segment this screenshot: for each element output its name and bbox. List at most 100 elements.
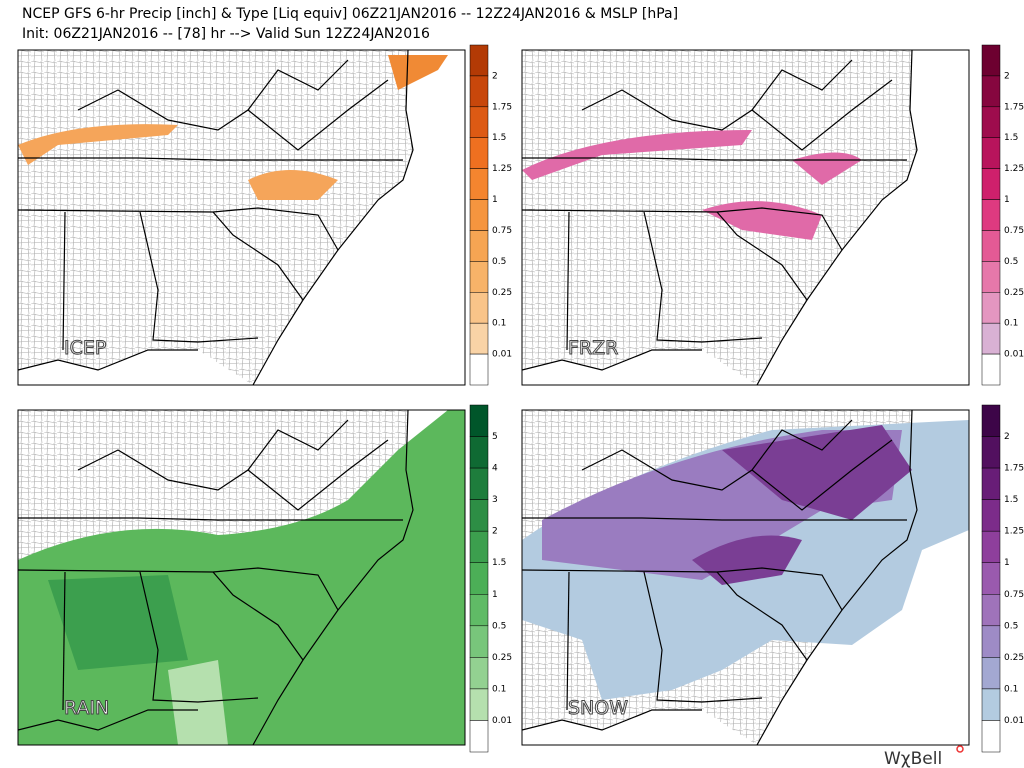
map-shape (792, 152, 862, 185)
map-shape (248, 170, 338, 200)
colorbar-box (469, 594, 489, 627)
colorbar-box (981, 720, 1001, 753)
map-shape (722, 425, 912, 520)
map-shape (18, 124, 178, 165)
panel-label: ICEP (64, 337, 106, 359)
panel-label: SNOW (568, 697, 628, 719)
colorbar-box (469, 562, 489, 595)
colorbar-label: 3 (492, 495, 498, 505)
colorbar-box (981, 292, 1001, 324)
subtitle: Init: 06Z21JAN2016 -- [78] hr --> Valid … (22, 26, 430, 42)
colorbar-box (469, 467, 489, 500)
colorbar-box (469, 230, 489, 262)
colorbar-box (981, 467, 1001, 500)
colorbar-label: 1.5 (1004, 133, 1018, 143)
colorbar-label: 1 (492, 590, 498, 600)
colorbar-label: 1.5 (492, 558, 506, 568)
colorbar-label: 0.75 (1004, 590, 1024, 600)
colorbar-label: 1.5 (492, 133, 506, 143)
title: NCEP GFS 6-hr Precip [inch] & Type [Liq … (22, 6, 678, 22)
colorbar-label: 1.5 (1004, 495, 1018, 505)
colorbar-label: 1.75 (1004, 464, 1024, 474)
colorbar-box (469, 720, 489, 753)
colorbar-box (981, 261, 1001, 293)
colorbar-box (981, 75, 1001, 108)
colorbar-box (469, 137, 489, 169)
map-frzr (522, 50, 918, 385)
map-shape (17, 49, 466, 386)
colorbar-box (981, 230, 1001, 262)
colorbar-label: 5 (492, 432, 498, 442)
colorbar-label: 0.1 (1004, 684, 1018, 694)
colorbar-label: 0.1 (492, 684, 506, 694)
colorbar-box (981, 499, 1001, 532)
colorbar-box (981, 530, 1001, 563)
colorbar-label: 0.01 (492, 716, 512, 726)
colorbar-label: 1.25 (492, 164, 512, 174)
colorbar-box (469, 530, 489, 563)
colorbar-box (981, 106, 1001, 138)
colorbar-label: 2 (1004, 432, 1010, 442)
colorbar-label: 0.1 (492, 319, 506, 329)
colorbar-box (981, 44, 1001, 77)
panel-label: FRZR (568, 337, 618, 359)
colorbar-box (469, 404, 489, 437)
colorbar-box (469, 499, 489, 532)
colorbar-box (469, 106, 489, 138)
colorbar-label: 0.25 (1004, 288, 1024, 298)
colorbar-label: 0.25 (1004, 653, 1024, 663)
colorbar-box (469, 44, 489, 77)
colorbar-label: 0.25 (492, 288, 512, 298)
map-icep (18, 50, 448, 385)
colorbar-label: 1.25 (1004, 164, 1024, 174)
colorbar-box (981, 404, 1001, 437)
colorbar-label: 1 (492, 195, 498, 205)
colorbar-box (981, 436, 1001, 469)
colorbar-label: 0.5 (1004, 257, 1018, 267)
map-snow (522, 410, 969, 745)
colorbar-label: 0.75 (492, 226, 512, 236)
colorbar-label: 0.25 (492, 653, 512, 663)
colorbar-box (469, 261, 489, 293)
colorbar-box (981, 137, 1001, 169)
map-shape (521, 409, 970, 746)
colorbar-box (469, 688, 489, 721)
brand: WχBell (884, 749, 942, 768)
colorbar-label: 0.01 (1004, 716, 1024, 726)
colorbar-label: 0.01 (492, 350, 512, 360)
colorbar-box (469, 292, 489, 324)
colorbar-box (469, 353, 489, 386)
colorbar-label: 0.5 (1004, 621, 1018, 631)
colorbar-box (981, 322, 1001, 355)
map-shape (521, 49, 970, 386)
brand-mark (956, 745, 964, 753)
panel-label: RAIN (64, 697, 109, 719)
colorbar-label: 2 (492, 527, 498, 537)
colorbar-box (981, 353, 1001, 386)
map-shape (18, 50, 413, 385)
map-shape (48, 575, 188, 670)
map-shape (388, 55, 448, 90)
colorbar-label: 0.01 (1004, 350, 1024, 360)
colorbar-box (469, 322, 489, 355)
colorbar-label: 2 (492, 71, 498, 81)
colorbar-label: 1.75 (492, 102, 512, 112)
map-rain (18, 410, 465, 745)
map-shape (692, 535, 802, 585)
map-shape (522, 130, 752, 180)
colorbar-label: 4 (492, 464, 498, 474)
colorbar-box (981, 657, 1001, 690)
colorbar-box (469, 199, 489, 231)
map-shape (17, 409, 466, 746)
colorbar-box (981, 168, 1001, 200)
colorbar-box (469, 168, 489, 200)
colorbar-box (469, 75, 489, 108)
colorbar-label: 1 (1004, 195, 1010, 205)
colorbar-label: 2 (1004, 71, 1010, 81)
colorbar-label: 1 (1004, 558, 1010, 568)
colorbar-box (469, 625, 489, 658)
colorbar-box (981, 199, 1001, 231)
colorbar-box (981, 625, 1001, 658)
colorbar-box (469, 657, 489, 690)
colorbar-label: 1.75 (1004, 102, 1024, 112)
